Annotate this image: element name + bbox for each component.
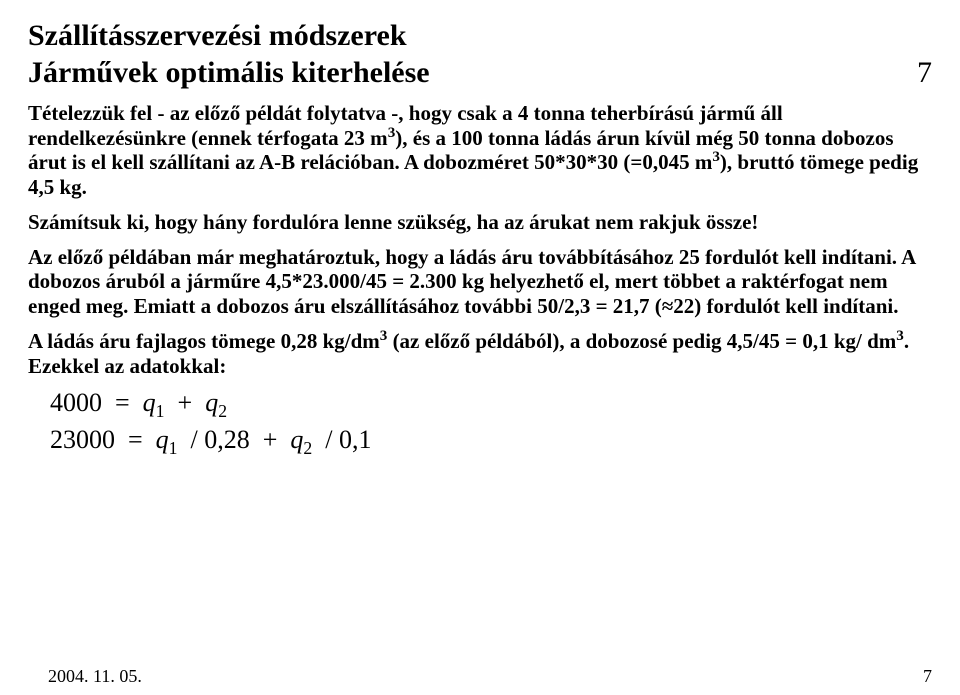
page-number-top: 7 — [917, 55, 932, 90]
paragraph-3: Az előző példában már meghatároztuk, hog… — [28, 245, 932, 319]
eq1-plus: + — [178, 388, 193, 417]
eq1-q2: q — [205, 388, 218, 417]
eq2-q2: q — [290, 425, 303, 454]
eq1-q1: q — [143, 388, 156, 417]
eq1-sub1: 1 — [156, 402, 165, 422]
eq2-sub2: 2 — [303, 438, 312, 458]
paragraph-1: Tételezzük fel - az előző példát folytat… — [28, 101, 932, 200]
eq1-sub2: 2 — [218, 402, 227, 422]
eq2-q1: q — [156, 425, 169, 454]
paragraph-4: A ládás áru fajlagos tömege 0,28 kg/dm3 … — [28, 329, 932, 379]
eq2-plus: + — [263, 425, 278, 454]
eq1-equals: = — [115, 388, 130, 417]
eq2-equals: = — [128, 425, 143, 454]
p4-sup-b: 3 — [896, 328, 904, 344]
eq1-lhs: 4000 — [50, 388, 102, 417]
equation-block: 4000 = q1 + q2 23000 = q1 / 0,28 + q2 / … — [50, 388, 932, 455]
eq2-lhs: 23000 — [50, 425, 115, 454]
paragraph-2: Számítsuk ki, hogy hány fordulóra lenne … — [28, 210, 932, 235]
equation-2: 23000 = q1 / 0,28 + q2 / 0,1 — [50, 425, 932, 456]
p4-text-a: A ládás áru fajlagos tömege 0,28 kg/dm — [28, 329, 380, 353]
p4-text-b: (az előző példából), a dobozosé pedig 4,… — [387, 329, 896, 353]
page-title-1: Szállításszervezési módszerek — [28, 18, 932, 53]
p1-sup-b: 3 — [712, 149, 720, 165]
page-title-2: Járművek optimális kiterhelése — [28, 55, 430, 90]
footer-page: 7 — [923, 666, 932, 687]
equation-1: 4000 = q1 + q2 — [50, 388, 932, 419]
eq2-sub1: 1 — [169, 438, 178, 458]
eq2-div2: / 0,1 — [325, 425, 371, 454]
eq2-div1: / 0,28 — [191, 425, 250, 454]
footer: 2004. 11. 05. 7 — [48, 666, 932, 687]
footer-date: 2004. 11. 05. — [48, 666, 142, 687]
title-row: Járművek optimális kiterhelése 7 — [28, 55, 932, 100]
